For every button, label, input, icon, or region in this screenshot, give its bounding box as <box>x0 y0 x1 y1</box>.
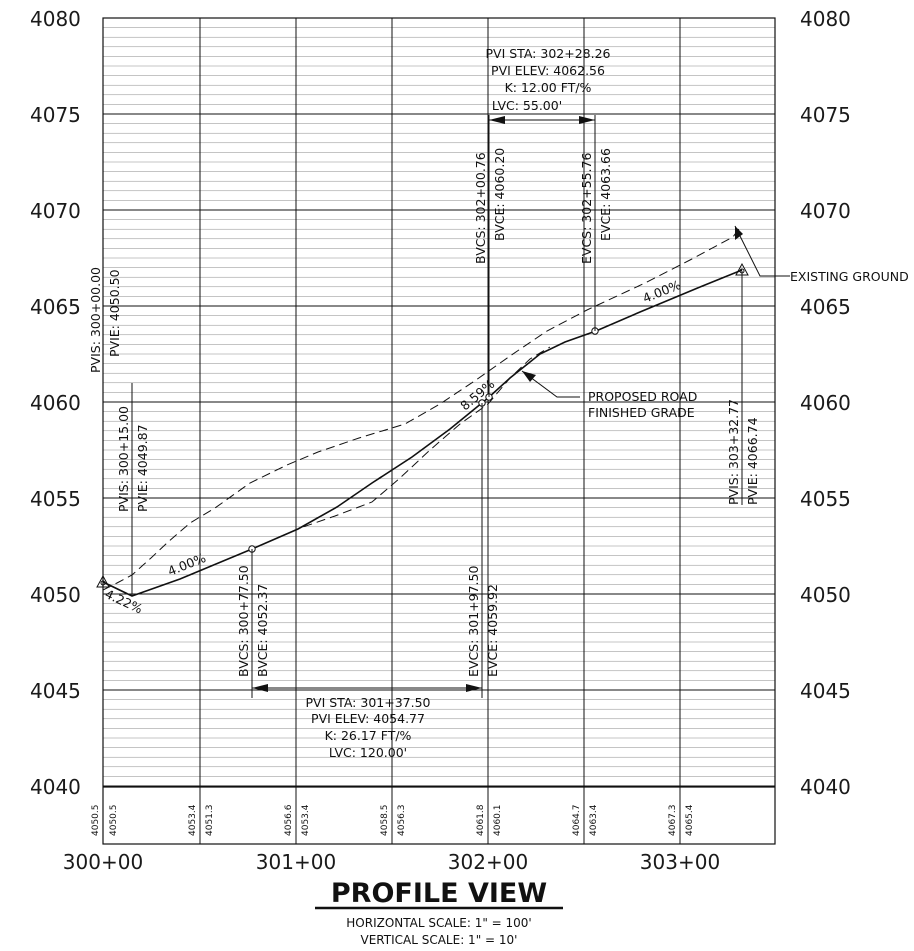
start-pvi-elevation: PVIE: 4050.50 <box>107 269 122 357</box>
left-elev-label: 4080 <box>30 7 81 31</box>
station-label: 301+00 <box>256 850 336 874</box>
right-elev-label: 4080 <box>800 7 851 31</box>
right-elev-label: 4060 <box>800 391 851 415</box>
left-elev-label: 4075 <box>30 103 81 127</box>
finished-grade-label: FINISHED GRADE <box>588 405 695 420</box>
existing-ground-line <box>102 225 742 591</box>
right-elevation-axis: 4080 4075 4070 4065 4060 4055 4050 4045 … <box>800 7 851 799</box>
pvi-start-triangle <box>96 574 110 588</box>
crest-pvi-elevation: PVI ELEV: 4062.56 <box>491 63 605 78</box>
existing-ground-callout <box>734 225 790 277</box>
drawing-title: PROFILE VIEW <box>331 878 547 909</box>
left-elev-label: 4060 <box>30 391 81 415</box>
left-elev-label: 4045 <box>30 679 81 703</box>
proposed-elev-label: 4060.1 <box>493 805 503 837</box>
existing-elev-label: 4056.6 <box>284 804 294 836</box>
crest-lvc: LVC: 55.00' <box>492 98 562 113</box>
pvi-start-dot <box>100 580 106 586</box>
right-elev-label: 4070 <box>800 199 851 223</box>
proposed-elev-label: 4050.5 <box>109 805 119 837</box>
pvi1-elevation: PVIE: 4049.87 <box>135 424 150 512</box>
station-axis: 300+00 301+00 302+00 303+00 <box>63 850 720 874</box>
proposed-elev-label: 4065.4 <box>685 804 695 836</box>
end-pvi-station: PVIS: 303+32.77 <box>726 399 741 505</box>
start-pvi-station: PVIS: 300+00.00 <box>88 267 103 373</box>
pvi-markers <box>96 262 749 588</box>
sag-k-value: K: 26.17 FT/% <box>325 728 412 743</box>
plot-frame <box>102 17 776 845</box>
existing-ground-detail-line <box>251 346 551 550</box>
existing-elev-label: 4053.4 <box>188 804 198 836</box>
left-elev-label: 4040 <box>30 775 81 799</box>
left-elev-label: 4065 <box>30 295 81 319</box>
station-label: 302+00 <box>448 850 528 874</box>
crest-pvi-station: PVI STA: 302+28.26 <box>486 46 611 61</box>
proposed-elev-label: 4063.4 <box>589 804 599 836</box>
sag-evce: EVCE: 4059.92 <box>485 584 500 677</box>
elevation-band: 4050.5 4050.5 4053.4 4051.3 4056.6 4053.… <box>91 804 695 836</box>
left-elev-label: 4050 <box>30 583 81 607</box>
sag-lvc: LVC: 120.00' <box>329 745 407 760</box>
grade-label-4: 4.00% <box>641 277 684 306</box>
right-elev-label: 4045 <box>800 679 851 703</box>
sag-pvi-station: PVI STA: 301+37.50 <box>306 695 431 710</box>
sag-curve-dimension <box>252 684 482 692</box>
existing-elev-label: 4061.8 <box>476 804 486 836</box>
right-elev-label: 4050 <box>800 583 851 607</box>
grade-label-1: 4.22% <box>103 586 145 616</box>
vertical-scale: VERTICAL SCALE: 1" = 10' <box>361 933 518 947</box>
crest-bvcs: BVCS: 302+00.76 <box>473 152 488 264</box>
right-elev-label: 4065 <box>800 295 851 319</box>
horizontal-scale: HORIZONTAL SCALE: 1" = 100' <box>346 916 531 930</box>
sag-bvcs: BVCS: 300+77.50 <box>236 565 251 677</box>
right-elev-label: 4055 <box>800 487 851 511</box>
proposed-grade-line <box>102 269 743 597</box>
existing-elev-label: 4067.3 <box>668 805 678 837</box>
proposed-elev-label: 4053.4 <box>301 804 311 836</box>
sag-pvi-elevation: PVI ELEV: 4054.77 <box>311 711 425 726</box>
end-pvi-elevation: PVIE: 4066.74 <box>745 417 760 505</box>
proposed-road-callout <box>521 370 580 398</box>
crest-evcs: EVCS: 302+55.76 <box>579 153 594 264</box>
proposed-road-label: PROPOSED ROAD <box>588 389 697 404</box>
minor-grid-lines <box>103 27 775 777</box>
sag-bvce: BVCE: 4052.37 <box>255 584 270 677</box>
existing-ground-label: EXISTING GROUND <box>790 269 909 284</box>
grade-label-2: 4.00% <box>166 550 209 579</box>
existing-elev-label: 4064.7 <box>572 805 582 837</box>
crest-curve-dimension <box>489 116 595 124</box>
existing-elev-label: 4058.5 <box>380 805 390 837</box>
proposed-elev-label: 4056.3 <box>397 805 407 837</box>
pvi1-station: PVIS: 300+15.00 <box>116 406 131 512</box>
station-label: 300+00 <box>63 850 143 874</box>
sag-evcs: EVCS: 301+97.50 <box>466 566 481 677</box>
right-elev-label: 4075 <box>800 103 851 127</box>
crest-bvce: BVCE: 4060.20 <box>492 148 507 241</box>
left-elev-label: 4055 <box>30 487 81 511</box>
existing-elev-label: 4050.5 <box>91 805 101 837</box>
right-elev-label: 4040 <box>800 775 851 799</box>
crest-evce: EVCE: 4063.66 <box>598 148 613 241</box>
proposed-elev-label: 4051.3 <box>205 805 215 837</box>
left-elev-label: 4070 <box>30 199 81 223</box>
crest-k-value: K: 12.00 FT/% <box>505 80 592 95</box>
left-elevation-axis: 4080 4075 4070 4065 4060 4055 4050 4045 … <box>30 7 81 799</box>
station-label: 303+00 <box>640 850 720 874</box>
curve-station-lines <box>131 115 743 698</box>
